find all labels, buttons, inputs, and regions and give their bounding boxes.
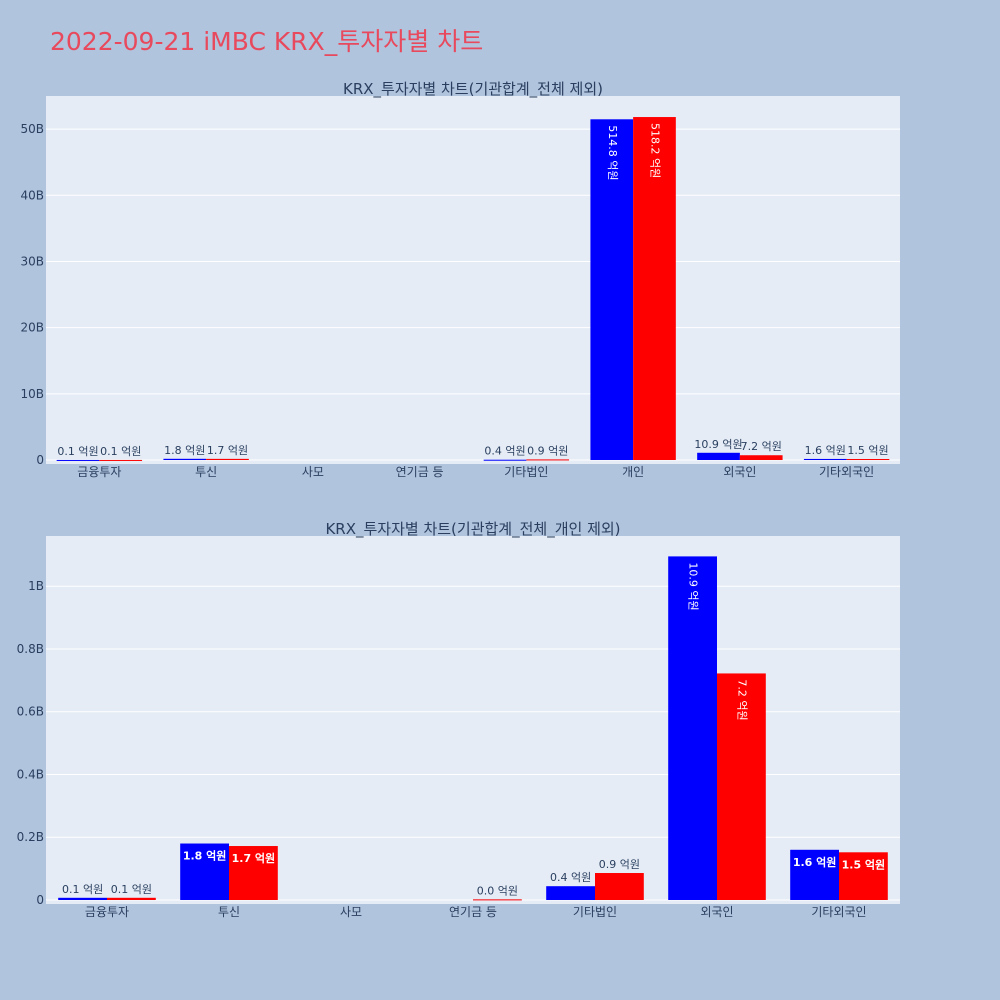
bar-buy bbox=[546, 886, 595, 900]
bar-sell bbox=[526, 459, 570, 461]
data-label: 1.5 억원 bbox=[842, 857, 886, 871]
data-label: 1.6 억원 bbox=[793, 855, 837, 869]
y-tick-label: 20B bbox=[20, 321, 44, 335]
bar-sell bbox=[206, 458, 249, 460]
bar-buy bbox=[58, 897, 107, 900]
bar-sell bbox=[107, 897, 156, 900]
data-label: 0.1 억원 bbox=[57, 445, 98, 458]
bar-sell bbox=[846, 459, 890, 461]
bar-buy bbox=[790, 849, 839, 900]
data-label: 0.4 억원 bbox=[484, 445, 525, 458]
x-tick-label: 금융투자 bbox=[85, 905, 129, 919]
x-tick-label: 연기금 등 bbox=[449, 905, 497, 919]
y-tick-label: 1B bbox=[28, 579, 44, 593]
chart-title: KRX_투자자별 차트(기관합계_전체_개인 제외) bbox=[325, 520, 620, 539]
data-label: 0.1 억원 bbox=[62, 883, 103, 896]
data-label: 1.8 억원 bbox=[164, 444, 205, 457]
bar-buy bbox=[803, 458, 847, 460]
x-tick-label: 기타외국인 bbox=[819, 465, 874, 479]
x-tick-label: 기타외국인 bbox=[811, 905, 866, 919]
bar-sell bbox=[229, 846, 278, 900]
bar-buy bbox=[590, 119, 634, 461]
x-tick-label: 사모 bbox=[340, 905, 362, 919]
data-label: 1.7 억원 bbox=[207, 444, 248, 457]
bar-buy bbox=[483, 459, 527, 461]
data-label: 1.8 억원 bbox=[183, 849, 227, 863]
data-label: 518.2 억원 bbox=[648, 123, 661, 178]
bar-sell bbox=[99, 459, 143, 461]
data-label: 0.1 억원 bbox=[111, 883, 152, 896]
x-tick-label: 연기금 등 bbox=[396, 465, 444, 479]
x-tick-label: 외국인 bbox=[723, 465, 756, 479]
data-label: 7.2 억원 bbox=[741, 440, 782, 453]
bar-sell bbox=[839, 852, 888, 900]
x-tick-label: 개인 bbox=[622, 465, 644, 479]
x-tick-label: 기타법인 bbox=[573, 905, 617, 919]
bar-buy bbox=[697, 452, 740, 460]
page-title: 2022-09-21 iMBC KRX_투자자별 차트 bbox=[50, 27, 484, 56]
y-tick-label: 0.2B bbox=[17, 830, 44, 844]
bar-buy bbox=[56, 459, 100, 461]
bar-sell bbox=[739, 455, 783, 460]
bar-buy bbox=[180, 843, 229, 900]
data-label: 1.6 억원 bbox=[805, 444, 846, 457]
y-tick-label: 0.8B bbox=[17, 642, 44, 656]
y-tick-label: 50B bbox=[20, 122, 44, 136]
data-label: 0.1 억원 bbox=[100, 445, 141, 458]
data-label: 10.9 억원 bbox=[687, 562, 700, 610]
plot-area bbox=[46, 96, 900, 464]
x-tick-label: 투신 bbox=[195, 465, 217, 479]
x-tick-label: 기타법인 bbox=[504, 465, 548, 479]
data-label: 0.0 억원 bbox=[477, 884, 518, 897]
data-label: 1.5 억원 bbox=[847, 444, 888, 457]
plot-area bbox=[46, 536, 900, 904]
bar-buy bbox=[163, 458, 207, 460]
chart-panel-1: 0 10B 20B 30B 40B 50B KRX_투자자별 차트(기관합계_전체 제외) 금… bbox=[20, 80, 900, 479]
y-tick-label: 40B bbox=[20, 188, 44, 202]
x-tick-label: 사모 bbox=[302, 465, 324, 479]
y-tick-label: 0 bbox=[36, 453, 44, 467]
bar-sell bbox=[633, 117, 676, 461]
y-tick-label: 0.4B bbox=[17, 767, 44, 781]
bar-buy bbox=[668, 556, 717, 900]
data-label: 514.8 억원 bbox=[606, 125, 619, 180]
chart-title: KRX_투자자별 차트(기관합계_전체 제외) bbox=[343, 80, 603, 99]
bar-sell bbox=[595, 873, 644, 900]
y-tick-label: 30B bbox=[20, 254, 44, 268]
data-label: 1.7 억원 bbox=[232, 851, 276, 865]
chart-panel-2: 0 0.2B 0.4B 0.6B 0.8B 1B KRX_투자자별 차트(기관합계_전체_개… bbox=[17, 520, 900, 919]
data-label: 7.2 억원 bbox=[735, 679, 748, 720]
y-tick-label: 0 bbox=[36, 893, 44, 907]
x-tick-label: 투신 bbox=[218, 905, 240, 919]
data-label: 0.9 억원 bbox=[527, 444, 568, 457]
data-label: 0.9 억원 bbox=[599, 858, 640, 871]
data-label: 0.4 억원 bbox=[550, 871, 591, 884]
x-tick-label: 외국인 bbox=[700, 905, 733, 919]
bar-sell bbox=[473, 899, 522, 901]
y-tick-label: 10B bbox=[20, 387, 44, 401]
data-label: 10.9 억원 bbox=[694, 438, 742, 451]
y-tick-label: 0.6B bbox=[17, 705, 44, 719]
bar-sell bbox=[717, 673, 766, 900]
x-tick-label: 금융투자 bbox=[77, 465, 121, 479]
